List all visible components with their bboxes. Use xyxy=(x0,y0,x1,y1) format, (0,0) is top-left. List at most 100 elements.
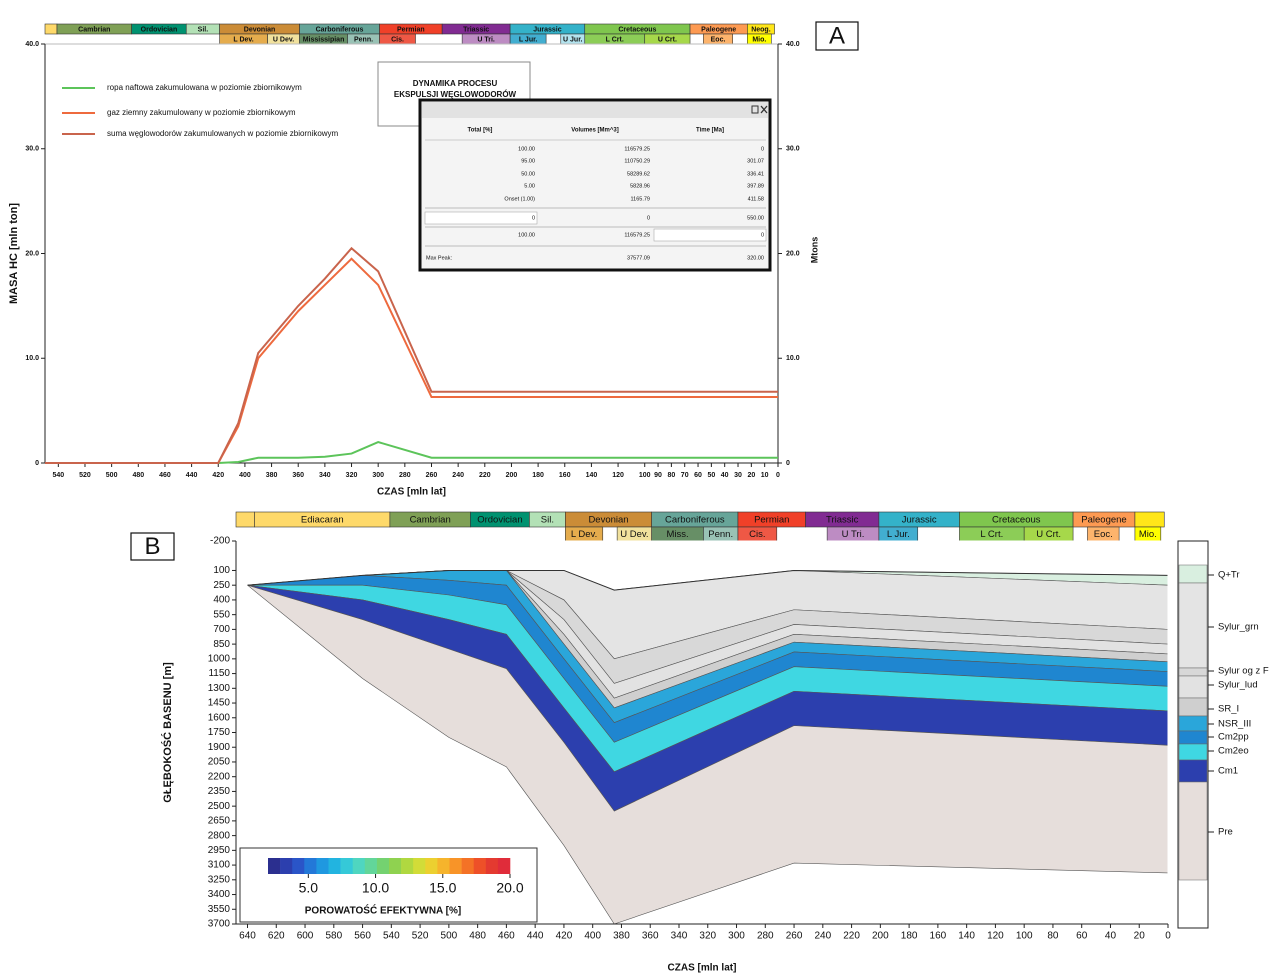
colorbar-swatch xyxy=(304,858,316,874)
colorbar-swatch xyxy=(486,858,498,874)
x-tick-label: 120 xyxy=(987,931,1004,942)
x-tick-label: 600 xyxy=(297,931,314,942)
x-tick-label: 540 xyxy=(383,931,400,942)
legend-label: Sylur_grn xyxy=(1218,622,1259,633)
legend-label: Cm2pp xyxy=(1218,732,1249,743)
x-tick-label: 40 xyxy=(721,472,729,479)
x-tick-label: 200 xyxy=(872,931,889,942)
timescale-label: U Crt. xyxy=(1036,529,1061,540)
strat-cell xyxy=(1179,731,1207,744)
legend-label: Cm1 xyxy=(1218,766,1238,777)
timescale-label: Cambrian xyxy=(78,26,110,33)
x-tick-label: 10 xyxy=(761,472,769,479)
table-cell: 100.00 xyxy=(518,232,535,238)
x-tick-label: 420 xyxy=(556,931,573,942)
y2-tick-label: 20.0 xyxy=(786,250,800,257)
y-axis-title: GŁĘBOKOŚĆ BASENU [m] xyxy=(161,662,174,803)
x-tick-label: 60 xyxy=(1076,931,1088,942)
colorbar-swatch xyxy=(316,858,328,874)
legend-label: Sylur og z F xyxy=(1218,666,1269,677)
table-cell: 0 xyxy=(761,146,764,152)
x-tick-label: 640 xyxy=(239,931,256,942)
inset-title: EKSPULSJI WĘGLOWODORÓW xyxy=(394,90,517,99)
timescale-label: Mio. xyxy=(752,36,766,43)
x-tick-label: 360 xyxy=(642,931,659,942)
x-tick-label: 280 xyxy=(399,472,411,479)
x-tick-label: 100 xyxy=(1016,931,1033,942)
x-tick-label: 20 xyxy=(1134,931,1146,942)
timescale-label: L Crt. xyxy=(980,529,1003,540)
y-tick-label: -200 xyxy=(210,536,230,547)
timescale-label: Eoc. xyxy=(711,36,726,43)
x-tick-label: 460 xyxy=(159,472,171,479)
y-tick-label: 2200 xyxy=(208,771,231,782)
x-tick-label: 520 xyxy=(412,931,429,942)
table-cell: 0 xyxy=(532,215,535,221)
table-cell: 1165.79 xyxy=(631,196,650,202)
legend-label: Cm2eo xyxy=(1218,746,1249,757)
y-tick-label: 2050 xyxy=(208,757,231,768)
x-tick-label: 580 xyxy=(325,931,342,942)
x-tick-label: 420 xyxy=(212,472,224,479)
legend-label: ropa naftowa zakumulowana w poziomie zbi… xyxy=(107,83,302,92)
y-tick-label: 1900 xyxy=(208,742,231,753)
x-tick-label: 80 xyxy=(667,472,675,479)
table-cell: 320.00 xyxy=(747,255,764,261)
timescale-label: U Jur. xyxy=(563,36,583,43)
timescale-label: L Crt. xyxy=(606,36,624,43)
y-tick-label: 1600 xyxy=(208,712,231,723)
x-tick-label: 400 xyxy=(584,931,601,942)
timescale-label: L Jur. xyxy=(887,529,910,540)
legend-label: Sylur_lud xyxy=(1218,680,1258,691)
timescale-label: Miss. xyxy=(666,529,688,540)
timescale-label: Penn. xyxy=(708,529,733,540)
timescale-label: Permian xyxy=(397,26,425,33)
table-cell: 110750.29 xyxy=(624,158,650,164)
timescale-cell xyxy=(45,24,57,34)
timescale-label: Cretaceous xyxy=(618,26,656,33)
colorbar-title: POROWATOŚĆ EFEKTYWNA [%] xyxy=(305,904,461,917)
x-tick-label: 460 xyxy=(498,931,515,942)
inset-title: DYNAMIKA PROCESU xyxy=(413,79,498,88)
timescale-label: Neog. xyxy=(751,26,771,33)
timescale-label: Cis. xyxy=(749,529,765,540)
table-cell: Onset (1.00) xyxy=(504,196,535,202)
panel-label: B xyxy=(144,533,160,560)
timescale-label: Eoc. xyxy=(1094,529,1113,540)
strat-cell xyxy=(1179,676,1207,698)
y-tick-label: 10.0 xyxy=(25,355,39,362)
x-tick-label: 60 xyxy=(694,472,702,479)
y-tick-label: 2500 xyxy=(208,801,231,812)
timescale-label: Triassic xyxy=(463,26,489,33)
timescale-label: Devonian xyxy=(588,515,628,526)
timescale-label: Permian xyxy=(754,515,789,526)
timescale-label: Ordovician xyxy=(477,515,522,526)
timescale-label: L Dev. xyxy=(233,36,253,43)
x-tick-label: 320 xyxy=(346,472,358,479)
table-cell: 58289.62 xyxy=(627,171,650,177)
timescale-label: Paleogene xyxy=(701,26,736,33)
y-tick-label: 400 xyxy=(213,595,230,606)
table-cell: 411.58 xyxy=(748,196,764,202)
x-tick-label: 520 xyxy=(79,472,91,479)
colorbar-tick-label: 20.0 xyxy=(496,880,523,896)
strat-cell xyxy=(1179,583,1207,668)
x-tick-label: 160 xyxy=(930,931,947,942)
colorbar-swatch xyxy=(389,858,401,874)
colorbar-swatch xyxy=(450,858,462,874)
colorbar-swatch xyxy=(280,858,292,874)
y2-tick-label: 30.0 xyxy=(786,146,800,153)
x-tick-label: 120 xyxy=(612,472,624,479)
timescale-label: L Jur. xyxy=(519,36,538,43)
strat-cell xyxy=(1179,668,1207,676)
colorbar-swatch xyxy=(462,858,474,874)
x-tick-label: 220 xyxy=(479,472,491,479)
table-cell: 550.00 xyxy=(747,215,764,221)
timescale-label: Carboniferous xyxy=(665,515,725,526)
table-header: Total [%] xyxy=(468,128,493,134)
x-tick-label: 140 xyxy=(586,472,598,479)
timescale-label: Carboniferous xyxy=(316,26,364,33)
y2-tick-label: 10.0 xyxy=(786,355,800,362)
timescale-label: Jurassic xyxy=(902,515,937,526)
x-tick-label: 440 xyxy=(527,931,544,942)
